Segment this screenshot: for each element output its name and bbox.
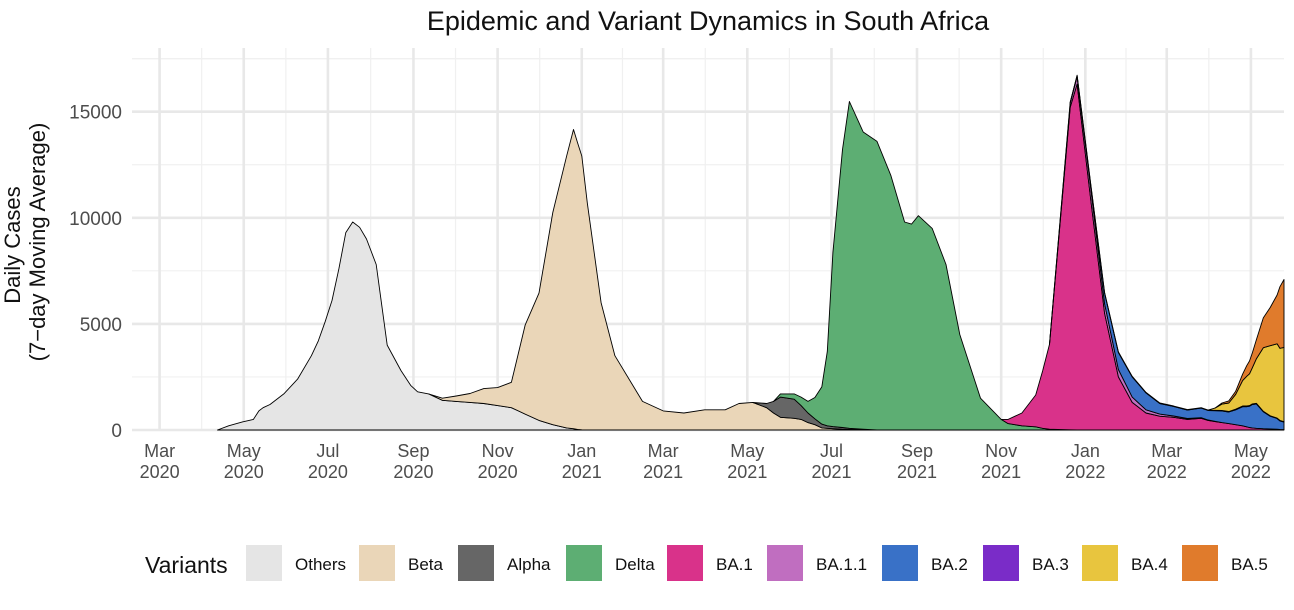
x-tick-label: Jan 2021 [562,441,602,482]
x-tick-label: May 2021 [727,441,767,482]
legend-key-ba-5 [1182,545,1218,581]
legend-label-ba-1-1: BA.1.1 [816,555,867,574]
legend-label-ba-2: BA.2 [931,555,968,574]
area-ba-5 [1214,279,1285,409]
legend-key-ba-2 [882,545,918,581]
legend-key-ba-1 [667,545,703,581]
area-beta [428,129,878,431]
x-tick-label: Sep 2021 [897,441,937,482]
y-tick-label: 0 [111,421,122,442]
legend-key-beta [359,545,395,581]
x-tick-label: Jan 2022 [1065,441,1105,482]
legend-key-delta [566,545,602,581]
legend-label-beta: Beta [408,555,444,574]
legend-key-ba-1-1 [767,545,803,581]
y-tick-label: 15000 [69,103,122,124]
x-tick-label: Jul 2021 [811,441,851,482]
legend-label-alpha: Alpha [507,555,551,574]
legend-label-ba-1: BA.1 [716,555,753,574]
x-tick-label: Mar 2021 [643,441,683,482]
legend-label-ba-3: BA.3 [1032,555,1069,574]
x-tick-label: Nov 2021 [981,441,1021,482]
y-axis-label-line-1: Daily Cases [0,186,25,303]
legend-key-alpha [458,545,494,581]
area-delta [773,101,1078,431]
x-tick-label: Sep 2020 [393,441,433,482]
legend-label-delta: Delta [615,555,655,574]
y-axis-label-line-2: (7−day Moving Average) [25,123,50,362]
legend-key-ba-3 [983,545,1019,581]
legend-title: Variants [145,552,228,578]
legend-key-others [246,545,282,581]
x-tick-label: May 2020 [224,441,264,482]
y-axis-label: Daily Cases (7−day Moving Average) [0,123,50,362]
legend-key-ba-4 [1082,545,1118,581]
y-tick-label: 5000 [80,315,122,336]
legend: Variants Others Beta Alpha Delta BA.1 BA.1.1 B… [145,545,1268,581]
legend-label-others: Others [295,555,346,574]
x-tick-label: Jul 2020 [308,441,348,482]
x-tick-label: Mar 2020 [140,441,180,482]
y-tick-label: 10000 [69,209,122,230]
x-tick-label: Nov 2020 [478,441,518,482]
legend-label-ba-5: BA.5 [1231,555,1268,574]
area-layer [217,74,1285,431]
axis-layer: 0 5000 10000 15000 Mar 2020 May 2020 Jul 2020 Sep 2… [69,103,1271,482]
legend-label-ba-4: BA.4 [1131,555,1168,574]
chart-title: Epidemic and Variant Dynamics in South A… [427,6,990,36]
x-tick-label: Mar 2022 [1147,441,1187,482]
x-tick-label: May 2022 [1231,441,1271,482]
